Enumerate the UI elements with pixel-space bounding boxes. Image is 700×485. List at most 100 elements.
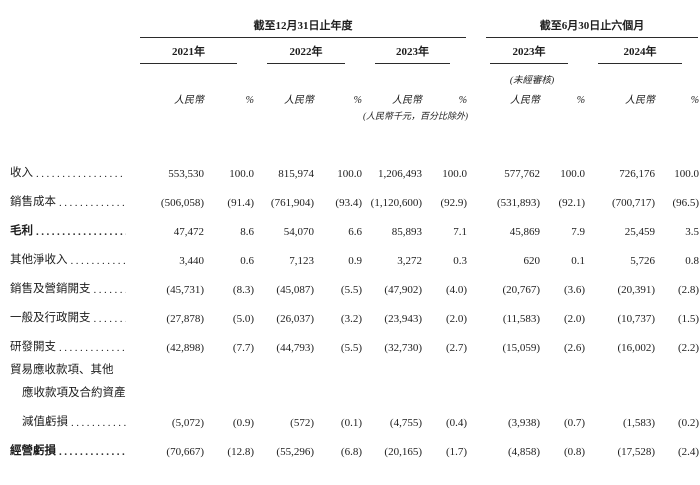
cell-percent: (91.4) — [227, 197, 254, 209]
cell-amount: (42,898) — [166, 342, 204, 354]
unaudited-note: (未經審核) — [509, 76, 555, 86]
period-group-row: 截至12月31日止年度 截至6月30日止六個月 — [10, 14, 700, 38]
dot-leader — [94, 313, 127, 325]
cell-percent: (92.9) — [440, 197, 468, 209]
cell-amount: (47,902) — [384, 284, 422, 296]
cell-amount: (531,893) — [496, 197, 541, 209]
cell-percent: 100.0 — [337, 168, 362, 180]
row-label-wrap: 銷售及營銷開支 — [10, 280, 128, 296]
row-label-text: 收入 — [10, 167, 33, 179]
cell-amount: (4,858) — [507, 446, 541, 458]
row-label-text: 其他淨收入 — [10, 254, 68, 266]
row-label-text: 毛利 — [10, 225, 33, 237]
cell-amount: (5,072) — [171, 417, 204, 429]
cell-amount: (27,878) — [166, 313, 204, 325]
cell-percent: (2.0) — [445, 313, 468, 325]
cell-percent: (5.5) — [340, 342, 362, 354]
cell-percent: 100.0 — [442, 168, 468, 180]
row-label: 銷售及營銷開支 — [10, 267, 128, 296]
table-body: 收入 553,530 100.0 815,974 100.0 1,206,493 100.0… — [10, 151, 700, 458]
currency-label: 人民幣 — [625, 95, 656, 106]
cell-amount: 54,070 — [283, 226, 314, 238]
row-label: 銷售成本 — [10, 180, 128, 209]
cell-amount: (15,059) — [502, 342, 541, 354]
table-row: 收入 553,530 100.0 815,974 100.0 1,206,493 100.0… — [10, 151, 700, 180]
dot-leader — [59, 197, 126, 209]
row-label: 經營虧損 — [10, 429, 128, 458]
currency-label: 人民幣 — [510, 95, 541, 106]
row-label-wrap: 研發開支 — [10, 338, 128, 354]
cell-percent: (0.4) — [445, 417, 468, 429]
percent-label: % — [245, 95, 254, 106]
table-row-label-line: 貿易應收款項、其他 — [10, 354, 700, 377]
cell-amount: 25,459 — [624, 226, 656, 238]
cell-amount: (45,731) — [166, 284, 204, 296]
cell-amount: 726,176 — [619, 168, 656, 180]
cell-amount: 3,272 — [397, 255, 422, 267]
cell-amount: (17,528) — [617, 446, 656, 458]
group-annual: 截至12月31日止年度 — [128, 14, 468, 38]
currency-label: 人民幣 — [174, 95, 204, 106]
cell-amount: (1,120,600) — [370, 197, 422, 209]
cell-percent: (1.7) — [445, 446, 468, 458]
cell-amount: (20,391) — [617, 284, 656, 296]
row-label-text: 銷售及營銷開支 — [10, 283, 91, 295]
cell-amount: 577,762 — [504, 168, 541, 180]
cell-amount: (11,583) — [502, 313, 541, 325]
table-row: 毛利 47,472 8.6 54,070 6.6 85,893 7.1 45,869 7.9 25… — [10, 209, 700, 238]
percent-label: % — [690, 95, 700, 106]
cell-percent: (6.8) — [340, 446, 362, 458]
row-label-wrap: 其他淨收入 — [10, 251, 128, 267]
row-label-text: 研發開支 — [10, 341, 56, 353]
currency-label: 人民幣 — [392, 95, 422, 106]
percent-label: % — [576, 95, 586, 106]
group-gap — [468, 180, 478, 209]
cell-percent: (5.5) — [340, 284, 362, 296]
document-page: 截至12月31日止年度 截至6月30日止六個月 2021年 2022年 2023… — [0, 14, 700, 485]
cell-percent: 0.6 — [240, 255, 254, 267]
table-row: 經營虧損 (70,667) (12.8) (55,296) (6.8) (20,165) (… — [10, 429, 700, 458]
header-body-gap — [10, 124, 700, 151]
cell-percent: (5.0) — [232, 313, 254, 325]
year-row: 2021年 2022年 2023年 2023年 2024年 — [10, 38, 700, 64]
row-label-wrap: 銷售成本 — [10, 193, 128, 209]
cell-percent: 6.6 — [348, 226, 362, 238]
cell-percent: (0.2) — [677, 417, 700, 429]
unit-note: (人民幣千元，百分比除外) — [363, 111, 469, 121]
cell-percent: 100.0 — [229, 168, 254, 180]
cell-percent: (0.7) — [563, 417, 586, 429]
cell-percent: 100.0 — [674, 168, 700, 180]
cell-percent: (2.7) — [445, 342, 468, 354]
cell-percent: (2.2) — [677, 342, 700, 354]
cell-amount: 47,472 — [173, 226, 204, 238]
row-label: 減值虧損 — [10, 400, 128, 429]
cell-percent: (4.0) — [445, 284, 468, 296]
percent-label: % — [458, 95, 468, 106]
dot-leader — [36, 168, 126, 180]
cell-amount: (761,904) — [270, 197, 314, 209]
cell-percent: (7.7) — [232, 342, 254, 354]
cell-percent: (1.5) — [677, 313, 700, 325]
cell-amount: (23,943) — [384, 313, 422, 325]
percent-label: % — [353, 95, 362, 106]
cell-amount: (70,667) — [166, 446, 204, 458]
row-label: 其他淨收入 — [10, 238, 128, 267]
cell-amount: (20,767) — [502, 284, 541, 296]
group-gap — [468, 325, 478, 354]
cell-percent: (0.1) — [340, 417, 362, 429]
year-2022: 2022年 — [267, 38, 345, 64]
cell-amount: (10,737) — [617, 313, 656, 325]
table-row: 一般及行政開支 (27,878) (5.0) (26,037) (3.2) (23,943… — [10, 296, 700, 325]
cell-amount: (3,938) — [507, 417, 541, 429]
dot-leader — [59, 342, 126, 354]
financial-table: 截至12月31日止年度 截至6月30日止六個月 2021年 2022年 2023… — [10, 14, 700, 458]
row-label-text: 經營虧損 — [10, 445, 56, 457]
cell-percent: 3.5 — [685, 226, 700, 238]
table-row-label-line: 應收款項及合約資產 — [10, 377, 700, 400]
cell-percent: (92.1) — [558, 197, 586, 209]
row-label: 應收款項及合約資產 — [22, 387, 126, 399]
cell-percent: 0.9 — [348, 255, 362, 267]
group-gap — [468, 238, 478, 267]
cell-amount: (32,730) — [384, 342, 422, 354]
dot-leader — [59, 446, 126, 458]
